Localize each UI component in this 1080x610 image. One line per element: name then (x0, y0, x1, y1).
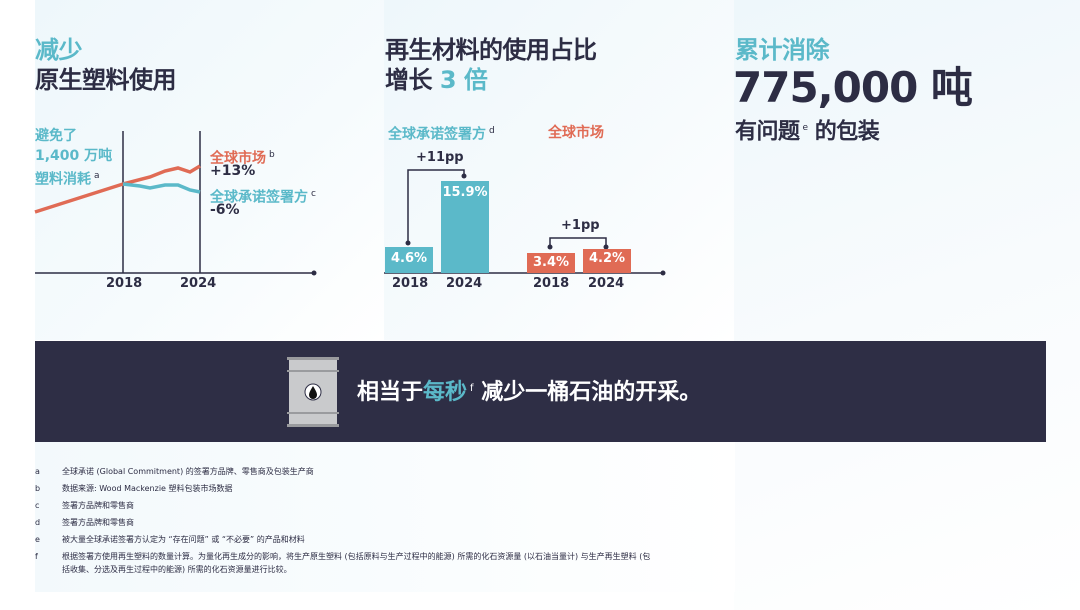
market-change: +13% (210, 163, 256, 179)
bar-year-1: 2018 (392, 276, 429, 291)
panel1-title-line2: 原生塑料使用 (35, 66, 177, 94)
panel2-title-line2: 增长 3 倍 (385, 66, 488, 94)
signatory-label: 全球承诺签署方 c (210, 189, 316, 206)
bar-chart-connectors (384, 169, 666, 276)
footnotes: a 全球承诺 (Global Commitment) 的签署方品牌、零售商及包装生… (35, 463, 652, 576)
oil-barrel-icon (287, 357, 339, 427)
group1-delta: +11pp (416, 150, 464, 165)
x-tick-2018: 2018 (106, 276, 143, 291)
panel-virgin-plastic (35, 0, 384, 340)
line-chart-virgin-plastic (34, 131, 317, 276)
x-tick-2024: 2024 (180, 276, 217, 291)
group2-label: 全球市场 (548, 125, 604, 141)
eliminated-tonnage: 775,000 吨 (733, 63, 973, 112)
banner-text: 相当于每秒 f 减少一桶石油的开采。 (357, 380, 702, 405)
footnote-c: c 签署方品牌和零售商 (35, 501, 134, 510)
footnote-e: e 被大量全球承诺签署方认定为 “存在问题” 或 “不必要” 的产品和材料 (35, 535, 305, 544)
footnote-b: b 数据来源: Wood Mackenzie 塑料包装市场数据 (35, 484, 233, 493)
bar-year-2: 2024 (446, 276, 483, 291)
bar-market-2024: 4.2% (583, 249, 631, 273)
panel3-subtitle: 有问题 e 的包装 (735, 119, 880, 145)
oil-equivalence-banner: 相当于每秒 f 减少一桶石油的开采。 (35, 341, 1046, 442)
signatory-change: -6% (210, 202, 240, 218)
footnotes-background (35, 442, 735, 592)
group2-delta: +1pp (561, 218, 600, 233)
bar-year-3: 2018 (533, 276, 570, 291)
bar-year-4: 2024 (588, 276, 625, 291)
panel-packaging-eliminated (734, 0, 1080, 610)
group1-label: 全球承诺签署方 d (388, 126, 495, 143)
bar-signatory-2024: 15.9% (441, 181, 489, 273)
footnote-a: a 全球承诺 (Global Commitment) 的签署方品牌、零售商及包装生… (35, 467, 314, 476)
footnote-d: d 签署方品牌和零售商 (35, 518, 134, 527)
panel3-title: 累计消除 (735, 36, 830, 64)
panel1-title-line1: 减少 (35, 36, 83, 64)
panel2-title-line1: 再生材料的使用占比 (385, 36, 597, 64)
market-label: 全球市场 b (210, 150, 275, 167)
bar-signatory-2018: 4.6% (385, 247, 433, 273)
avoided-annotation: 避免了 1,400 万吨 塑料消耗 a (35, 128, 113, 188)
bar-market-2018: 3.4% (527, 253, 575, 273)
footnote-f: f 根据签署方使用再生塑料的数量计算。为量化再生成分的影响，将生产原生塑料 (包括… (35, 552, 651, 574)
